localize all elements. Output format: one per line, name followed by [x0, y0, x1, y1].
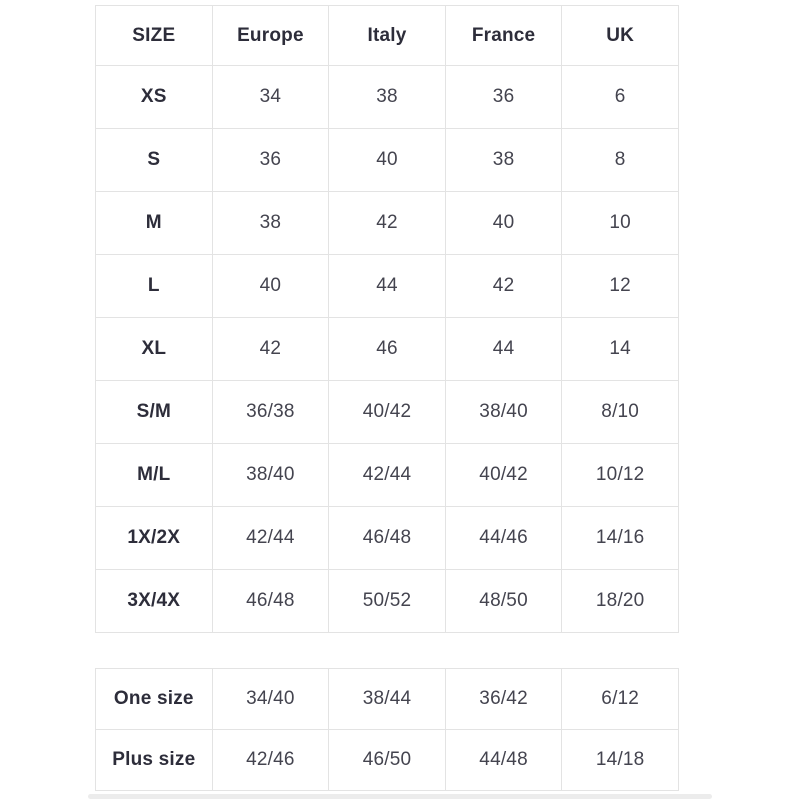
- table-row: S 36 40 38 8: [95, 128, 679, 192]
- size-value-cell: 12: [561, 254, 679, 318]
- size-value-cell: 40: [211, 254, 330, 318]
- size-value-cell: 40/42: [444, 443, 563, 507]
- size-label: Plus size: [95, 729, 213, 791]
- column-header: Europe: [211, 5, 330, 66]
- horizontal-scrollbar[interactable]: [88, 794, 712, 799]
- size-label: S: [95, 128, 213, 192]
- size-value-cell: 10/12: [561, 443, 679, 507]
- size-value-cell: 38: [444, 128, 563, 192]
- special-sizes-table: One size 34/40 38/44 36/42 6/12 Plus size 42/4…: [95, 668, 679, 791]
- size-value-cell: 44: [328, 254, 446, 318]
- size-value-cell: 36/42: [444, 668, 563, 730]
- table-row: XS 34 38 36 6: [95, 65, 679, 129]
- size-value-cell: 38/40: [211, 443, 330, 507]
- size-label: S/M: [95, 380, 213, 444]
- table-row: Plus size 42/46 46/50 44/48 14/18: [95, 729, 679, 791]
- column-header: Italy: [328, 5, 446, 66]
- size-value-cell: 34: [211, 65, 330, 129]
- size-value-cell: 36: [211, 128, 330, 192]
- table-row: 1X/2X 42/44 46/48 44/46 14/16: [95, 506, 679, 570]
- size-value-cell: 18/20: [561, 569, 679, 633]
- header-row: SIZE Europe Italy France UK: [95, 5, 679, 66]
- size-value-cell: 46: [328, 317, 446, 381]
- table-row: L 40 44 42 12: [95, 254, 679, 318]
- special-sizes-table-container: One size 34/40 38/44 36/42 6/12 Plus size 42/4…: [95, 668, 679, 791]
- size-value-cell: 14/18: [561, 729, 679, 791]
- size-label: M/L: [95, 443, 213, 507]
- size-value-cell: 34/40: [211, 668, 330, 730]
- size-value-cell: 40: [444, 191, 563, 255]
- size-value-cell: 6/12: [561, 668, 679, 730]
- size-label: L: [95, 254, 213, 318]
- size-value-cell: 46/48: [211, 569, 330, 633]
- size-value-cell: 48/50: [444, 569, 563, 633]
- table-row: M 38 42 40 10: [95, 191, 679, 255]
- size-value-cell: 8/10: [561, 380, 679, 444]
- size-value-cell: 8: [561, 128, 679, 192]
- size-value-cell: 14: [561, 317, 679, 381]
- size-value-cell: 36/38: [211, 380, 330, 444]
- size-value-cell: 14/16: [561, 506, 679, 570]
- column-header: France: [444, 5, 563, 66]
- table-row: XL 42 46 44 14: [95, 317, 679, 381]
- size-table-body: XS 34 38 36 6 S 36 40 38 8 M 38 42 40 10 L 40 44 42 12 XL 42 4…: [95, 65, 679, 633]
- table-row: M/L 38/40 42/44 40/42 10/12: [95, 443, 679, 507]
- size-conversion-table: SIZE Europe Italy France UK XS 34 38 36 6 S 36 40 38…: [95, 5, 679, 633]
- size-label: XL: [95, 317, 213, 381]
- size-value-cell: 42: [444, 254, 563, 318]
- size-conversion-table-container: SIZE Europe Italy France UK XS 34 38 36 6 S 36 40 38…: [95, 5, 679, 633]
- size-value-cell: 50/52: [328, 569, 446, 633]
- size-label: 3X/4X: [95, 569, 213, 633]
- size-value-cell: 44: [444, 317, 563, 381]
- table-row: One size 34/40 38/44 36/42 6/12: [95, 668, 679, 730]
- size-value-cell: 42/44: [328, 443, 446, 507]
- size-label: One size: [95, 668, 213, 730]
- size-value-cell: 40: [328, 128, 446, 192]
- column-header: UK: [561, 5, 679, 66]
- size-value-cell: 10: [561, 191, 679, 255]
- size-value-cell: 38/40: [444, 380, 563, 444]
- size-label: XS: [95, 65, 213, 129]
- size-value-cell: 44/46: [444, 506, 563, 570]
- size-value-cell: 42: [211, 317, 330, 381]
- size-value-cell: 42/46: [211, 729, 330, 791]
- table-row: 3X/4X 46/48 50/52 48/50 18/20: [95, 569, 679, 633]
- size-label: M: [95, 191, 213, 255]
- size-value-cell: 46/48: [328, 506, 446, 570]
- size-value-cell: 40/42: [328, 380, 446, 444]
- size-value-cell: 36: [444, 65, 563, 129]
- table-row: S/M 36/38 40/42 38/40 8/10: [95, 380, 679, 444]
- special-sizes-table-body: One size 34/40 38/44 36/42 6/12 Plus size 42/4…: [95, 668, 679, 791]
- column-header: SIZE: [95, 5, 213, 66]
- size-value-cell: 44/48: [444, 729, 563, 791]
- size-value-cell: 38/44: [328, 668, 446, 730]
- size-value-cell: 42/44: [211, 506, 330, 570]
- size-value-cell: 38: [211, 191, 330, 255]
- size-table-header: SIZE Europe Italy France UK: [95, 5, 679, 66]
- size-label: 1X/2X: [95, 506, 213, 570]
- size-value-cell: 46/50: [328, 729, 446, 791]
- size-value-cell: 42: [328, 191, 446, 255]
- size-value-cell: 38: [328, 65, 446, 129]
- size-value-cell: 6: [561, 65, 679, 129]
